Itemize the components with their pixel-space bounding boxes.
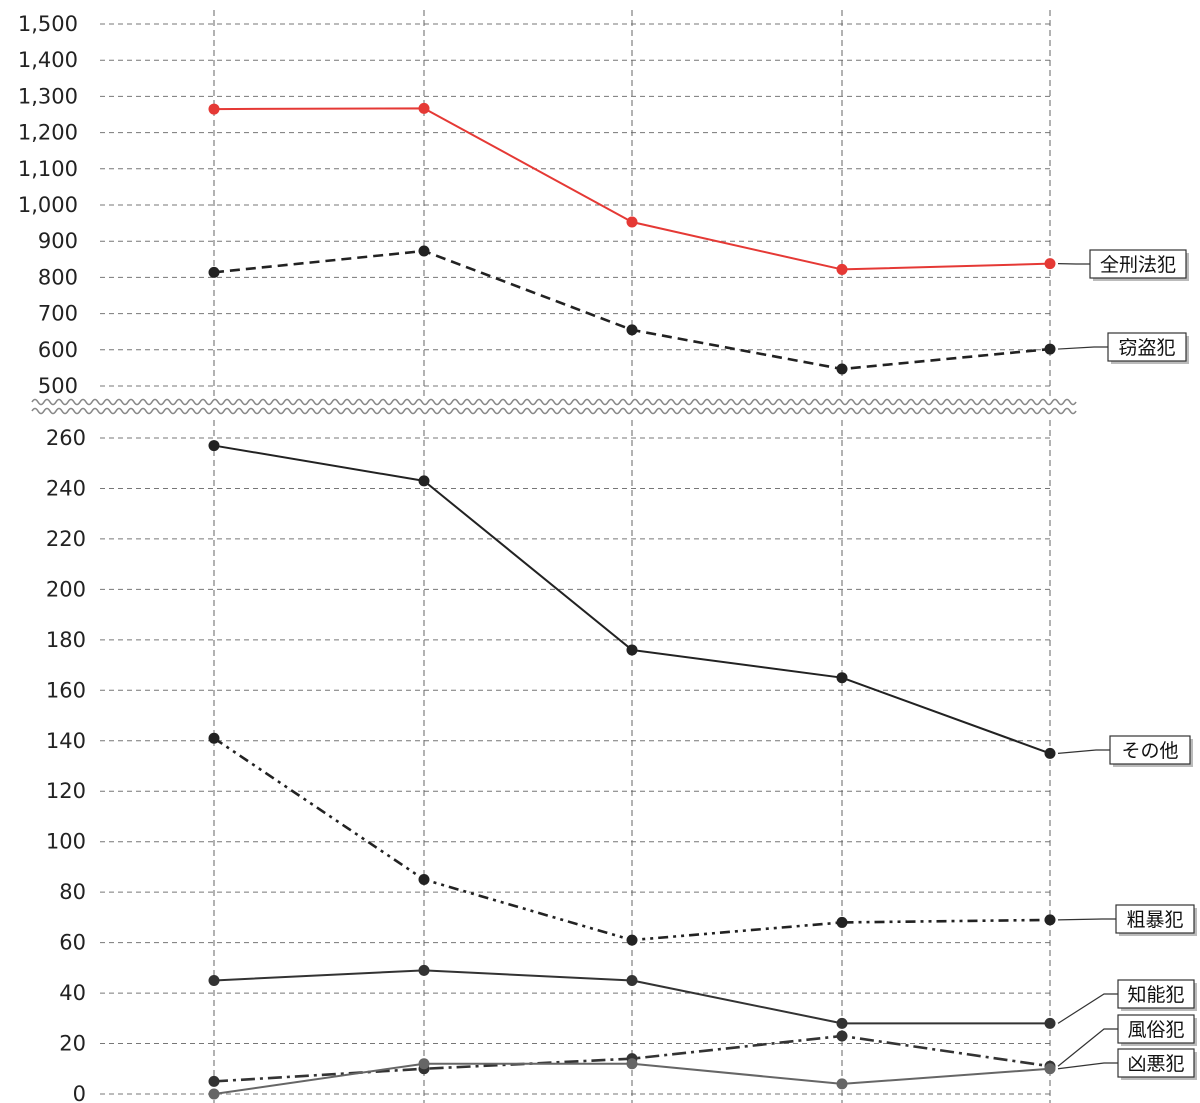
data-point [208, 1075, 220, 1087]
label-text: 全刑法犯 [1100, 254, 1176, 276]
data-point [418, 475, 430, 487]
data-point [1044, 343, 1056, 355]
y-tick-label: 260 [46, 426, 86, 450]
axis-break-wave [30, 396, 1080, 418]
series-l1 [208, 732, 1056, 946]
y-tick-label: 1,300 [18, 84, 78, 108]
data-point [836, 363, 848, 375]
label-text: 窃盗犯 [1118, 337, 1175, 359]
label-leader [1057, 1062, 1118, 1070]
data-point [626, 644, 638, 656]
series-u0 [208, 102, 1056, 275]
label-text: 知能犯 [1127, 984, 1184, 1006]
y-tick-label: 60 [59, 931, 86, 955]
data-point [836, 672, 848, 684]
data-point [836, 263, 848, 275]
label-box [1107, 332, 1187, 362]
data-point [626, 1058, 638, 1070]
data-point [418, 102, 430, 114]
y-tick-label: 1,400 [18, 48, 78, 72]
data-point [208, 103, 220, 115]
data-point [208, 440, 220, 452]
series-lines [208, 102, 1056, 1100]
label-leader [1057, 1028, 1118, 1067]
grid-lines [100, 10, 1051, 1103]
label-text: その他 [1121, 740, 1178, 762]
y-tick-label: 240 [46, 476, 86, 500]
data-point [626, 934, 638, 946]
y-tick-label: 900 [38, 229, 78, 253]
data-point [1044, 747, 1056, 759]
series-label: 粗暴犯 [1057, 904, 1197, 936]
data-point [1044, 258, 1056, 270]
y-tick-label: 180 [46, 628, 86, 652]
series-label: 風俗犯 [1057, 1014, 1197, 1067]
label-text: 粗暴犯 [1126, 909, 1183, 931]
y-tick-label: 1,100 [18, 157, 78, 181]
label-box [1117, 1048, 1195, 1078]
data-point [1044, 1017, 1056, 1029]
data-point [418, 245, 430, 257]
series-line [213, 737, 1051, 942]
y-tick-label: 40 [59, 981, 86, 1005]
series-l0 [208, 440, 1056, 759]
y-tick-label: 1,000 [18, 193, 78, 217]
label-box [1117, 1014, 1195, 1044]
label-box [1117, 979, 1195, 1009]
y-tick-label: 800 [38, 265, 78, 289]
y-tick-label: 100 [46, 830, 86, 854]
y-tick-label: 20 [59, 1032, 86, 1056]
data-point [208, 974, 220, 986]
y-tick-labels: 1,5001,4001,3001,2001,1001,0009008007006… [18, 12, 86, 1103]
series-label: その他 [1057, 735, 1193, 767]
y-tick-label: 80 [59, 880, 86, 904]
label-leader [1057, 993, 1118, 1024]
data-point [836, 1030, 848, 1042]
data-point [836, 916, 848, 928]
label-leader [1057, 346, 1108, 350]
label-leader [1057, 918, 1116, 921]
data-point [626, 324, 638, 336]
label-leader [1057, 749, 1110, 754]
y-tick-label: 1,200 [18, 121, 78, 145]
data-point [418, 1058, 430, 1070]
data-point [418, 964, 430, 976]
series-label: 知能犯 [1057, 979, 1197, 1024]
series-label: 全刑法犯 [1057, 249, 1189, 281]
y-tick-label: 500 [38, 374, 78, 398]
series-l2 [208, 964, 1056, 1029]
y-tick-label: 200 [46, 577, 86, 601]
data-point [626, 216, 638, 228]
y-tick-label: 120 [46, 779, 86, 803]
series-l4 [208, 1058, 1056, 1100]
y-tick-label: 140 [46, 729, 86, 753]
label-box [1115, 904, 1195, 934]
y-tick-label: 700 [38, 302, 78, 326]
data-point [1044, 1063, 1056, 1075]
y-tick-label: 160 [46, 678, 86, 702]
data-point [626, 974, 638, 986]
data-point [1044, 914, 1056, 926]
data-point [836, 1078, 848, 1090]
y-tick-label: 600 [38, 338, 78, 362]
break-wave-line [31, 398, 1077, 406]
y-tick-label: 0 [73, 1082, 86, 1103]
series-u1 [208, 245, 1056, 375]
y-tick-label: 220 [46, 527, 86, 551]
data-point [208, 732, 220, 744]
data-point [836, 1017, 848, 1029]
label-text: 凶悪犯 [1127, 1053, 1184, 1075]
y-tick-label: 1,500 [18, 12, 78, 36]
break-wave-line [31, 407, 1077, 415]
label-text: 風俗犯 [1127, 1019, 1184, 1041]
series-label: 窃盗犯 [1057, 332, 1189, 364]
data-point [418, 874, 430, 886]
series-label: 凶悪犯 [1057, 1048, 1197, 1080]
data-point [208, 266, 220, 278]
data-point [208, 1088, 220, 1100]
